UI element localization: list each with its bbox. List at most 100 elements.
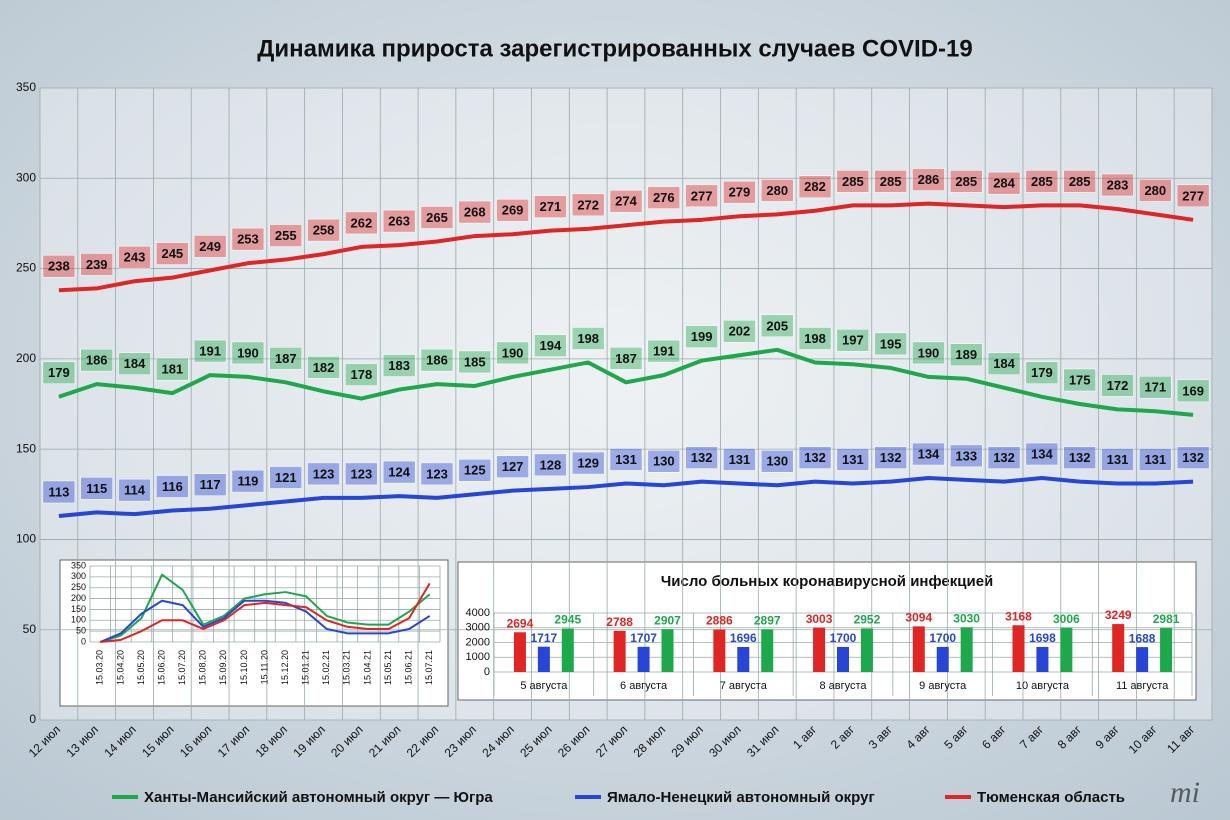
bar	[713, 629, 726, 672]
legend-label: Тюменская область	[977, 789, 1125, 806]
data-label: 134	[1031, 446, 1053, 461]
y-tick-label: 300	[71, 571, 86, 581]
data-label: 258	[313, 223, 335, 238]
label-box	[609, 347, 643, 370]
bar	[837, 646, 849, 672]
label-box	[458, 350, 492, 374]
series-line	[58, 201, 1194, 293]
bar	[637, 646, 650, 672]
label-box	[987, 171, 1021, 195]
data-label: 269	[502, 203, 524, 218]
x-tick-label: 15.03.20	[95, 650, 105, 685]
label-box	[874, 446, 907, 469]
bar	[813, 627, 826, 672]
label-box	[723, 180, 756, 204]
data-label: 195	[880, 336, 902, 351]
data-label: 2886	[706, 614, 733, 628]
label-box	[118, 352, 151, 375]
data-label: 169	[1182, 383, 1204, 398]
label-box	[42, 480, 76, 504]
data-label: 280	[766, 183, 788, 198]
label-box	[307, 462, 340, 486]
y-tick-label: 200	[16, 351, 36, 365]
data-label: 283	[1107, 177, 1129, 192]
label-box	[382, 354, 416, 377]
label-box	[307, 356, 340, 379]
y-tick-label: 250	[16, 261, 36, 275]
data-label: 189	[955, 347, 977, 362]
label-box	[1101, 448, 1134, 471]
data-label: 2945	[554, 613, 581, 627]
data-label: 178	[351, 367, 373, 382]
label-box	[723, 448, 756, 471]
data-label: 271	[540, 199, 562, 214]
data-label: 285	[880, 174, 902, 189]
data-label: 197	[842, 333, 864, 348]
label-box	[609, 448, 643, 471]
x-tick-label: 15.06.20	[156, 650, 166, 685]
bar	[537, 646, 550, 672]
x-tick-label: 15.10.20	[239, 650, 249, 685]
label-box	[382, 460, 416, 484]
data-label: 3168	[1005, 609, 1032, 623]
x-tick-label: 15.08.20	[198, 650, 208, 685]
data-label: 117	[200, 477, 221, 492]
data-label: 284	[993, 176, 1015, 191]
data-label: 115	[86, 481, 107, 496]
label-box	[345, 363, 378, 386]
x-tick-label: 15.04.21	[362, 650, 372, 685]
data-label: 187	[615, 351, 637, 366]
label-box	[1176, 379, 1210, 403]
data-label: 184	[993, 356, 1015, 371]
data-label: 130	[766, 454, 788, 469]
data-label: 255	[275, 228, 297, 243]
y-tick-label: 0	[484, 666, 490, 678]
label-box	[1139, 179, 1172, 202]
bar	[860, 628, 873, 672]
data-label: 131	[1107, 452, 1129, 467]
x-tick-label: 15.11.20	[259, 650, 269, 684]
label-box	[1063, 368, 1096, 392]
label-box	[420, 348, 454, 372]
label-box	[80, 253, 113, 276]
data-label: 127	[502, 459, 524, 474]
data-label: 132	[691, 450, 713, 465]
label-box	[798, 175, 832, 199]
label-box	[156, 242, 189, 265]
x-tick-label: 15.01.21	[301, 650, 311, 685]
data-label: 285	[1031, 174, 1053, 189]
data-label: 123	[426, 466, 448, 481]
data-label: 263	[388, 214, 410, 229]
data-label: 3006	[1053, 612, 1080, 626]
x-tick-label: 15.07.21	[424, 650, 434, 685]
label-box	[685, 446, 718, 469]
label-box	[80, 477, 113, 500]
x-tick-label: 15.04.20	[115, 650, 125, 685]
label-box	[269, 347, 302, 370]
data-label: 179	[1031, 365, 1053, 380]
data-label: 277	[691, 188, 713, 203]
data-label: 191	[653, 344, 675, 359]
label-box	[420, 462, 454, 486]
data-label: 131	[842, 452, 864, 467]
data-label: 183	[388, 358, 410, 373]
data-label: 132	[1182, 450, 1204, 465]
data-label: 1707	[630, 631, 657, 645]
y-tick-label: 1000	[466, 651, 490, 663]
data-label: 187	[275, 351, 297, 366]
label-box	[912, 442, 945, 466]
data-label: 253	[237, 232, 259, 247]
label-box	[836, 329, 870, 352]
data-label: 179	[48, 365, 70, 380]
x-tick-label: 5 августа	[520, 680, 568, 692]
label-box	[647, 450, 681, 473]
label-box	[912, 341, 945, 365]
y-tick-label: 150	[71, 604, 86, 614]
inset-patients	[457, 561, 1197, 701]
label-box	[118, 478, 151, 502]
label-box	[571, 193, 605, 217]
data-label: 274	[615, 194, 637, 209]
label-box	[1063, 446, 1096, 469]
label-box	[1025, 170, 1059, 193]
